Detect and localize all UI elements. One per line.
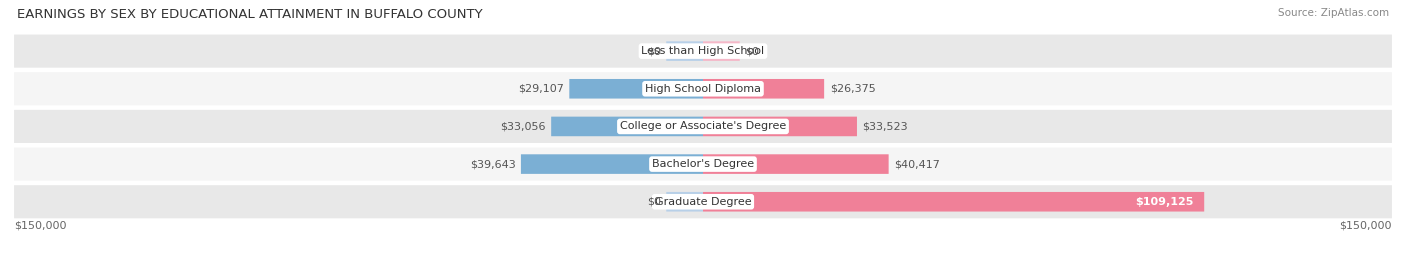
FancyBboxPatch shape [703, 79, 824, 98]
Text: $109,125: $109,125 [1135, 197, 1194, 207]
FancyBboxPatch shape [666, 192, 703, 211]
Text: $0: $0 [745, 46, 759, 56]
FancyBboxPatch shape [14, 34, 1392, 68]
Text: Graduate Degree: Graduate Degree [655, 197, 751, 207]
FancyBboxPatch shape [14, 147, 1392, 181]
Text: EARNINGS BY SEX BY EDUCATIONAL ATTAINMENT IN BUFFALO COUNTY: EARNINGS BY SEX BY EDUCATIONAL ATTAINMEN… [17, 8, 482, 21]
FancyBboxPatch shape [703, 117, 858, 136]
FancyBboxPatch shape [703, 154, 889, 174]
Text: Source: ZipAtlas.com: Source: ZipAtlas.com [1278, 8, 1389, 18]
Text: $150,000: $150,000 [1340, 221, 1392, 231]
Text: $0: $0 [647, 46, 661, 56]
Text: Less than High School: Less than High School [641, 46, 765, 56]
FancyBboxPatch shape [14, 185, 1392, 218]
FancyBboxPatch shape [520, 154, 703, 174]
Text: College or Associate's Degree: College or Associate's Degree [620, 121, 786, 132]
Text: High School Diploma: High School Diploma [645, 84, 761, 94]
Text: $26,375: $26,375 [830, 84, 876, 94]
Text: $40,417: $40,417 [894, 159, 941, 169]
FancyBboxPatch shape [666, 41, 703, 61]
FancyBboxPatch shape [703, 192, 1204, 211]
FancyBboxPatch shape [14, 110, 1392, 143]
Text: $33,523: $33,523 [862, 121, 908, 132]
Text: $0: $0 [647, 197, 661, 207]
FancyBboxPatch shape [14, 72, 1392, 105]
Text: Bachelor's Degree: Bachelor's Degree [652, 159, 754, 169]
FancyBboxPatch shape [569, 79, 703, 98]
Text: $29,107: $29,107 [517, 84, 564, 94]
FancyBboxPatch shape [551, 117, 703, 136]
Text: $150,000: $150,000 [14, 221, 66, 231]
FancyBboxPatch shape [703, 41, 740, 61]
Text: $39,643: $39,643 [470, 159, 516, 169]
Text: $33,056: $33,056 [501, 121, 546, 132]
